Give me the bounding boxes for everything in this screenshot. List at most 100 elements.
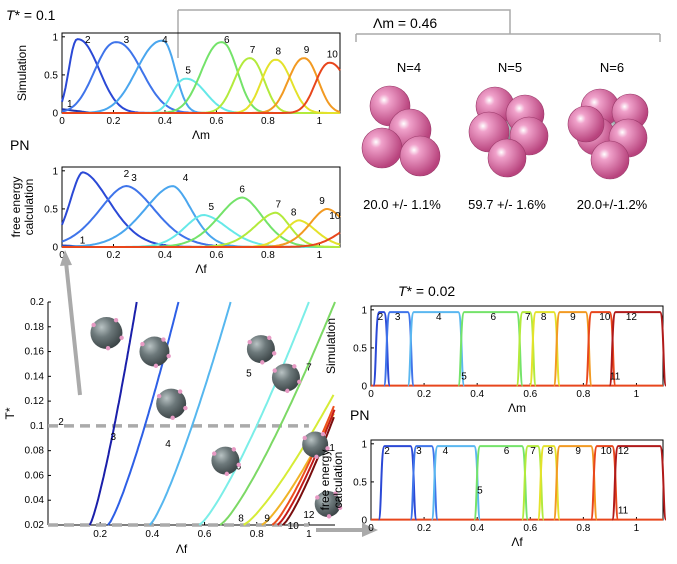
y-tick-label: 0.02: [25, 520, 45, 531]
series-line-9: [552, 311, 593, 387]
particle-patch: [140, 341, 145, 347]
series-line-3: [382, 311, 415, 387]
y-axis-label: T*: [3, 407, 17, 419]
region-label-9: 9: [264, 514, 270, 525]
region-label-7: 7: [306, 362, 312, 373]
series-label-4: 4: [443, 446, 449, 457]
series-line-2: [61, 38, 340, 114]
x-tick-label: 0.2: [107, 250, 121, 261]
series-line-6: [457, 311, 524, 387]
particle-patch: [105, 345, 111, 351]
particle-patch: [177, 389, 183, 394]
series-label-11: 11: [618, 505, 629, 516]
series-label-7: 7: [530, 446, 536, 457]
t-bottom-label: T* = 0.02: [398, 283, 455, 299]
boundary-line-11|12: [282, 416, 335, 526]
x-tick-label: 0.4: [470, 389, 484, 400]
series-line-3: [409, 445, 439, 521]
boundary-line-10|11: [276, 409, 336, 526]
series-label-5: 5: [461, 371, 467, 382]
series-line-2: [377, 445, 418, 521]
x-tick-label: 0.8: [261, 250, 275, 261]
cluster-patch-sphere: [399, 135, 441, 177]
y-tick-label: 0.1: [30, 421, 44, 432]
particle-patch: [302, 435, 307, 441]
particle-patch: [267, 335, 272, 341]
boundary-line-9|10: [271, 405, 335, 526]
y-tick-label: 0: [52, 243, 58, 254]
x-tick-label: 0: [368, 523, 374, 534]
y-axis-label: calculation: [331, 452, 345, 509]
series-label-4: 4: [183, 173, 189, 184]
particle-patch: [113, 317, 119, 323]
region-label-3: 3: [110, 432, 116, 443]
series-line-4: [406, 311, 466, 387]
series-line-7: [520, 445, 545, 521]
region-label-12: 12: [303, 510, 315, 521]
y-tick-label: 0.5: [353, 343, 367, 354]
patchy-particle: [139, 336, 170, 367]
x-tick-label: 0.6: [209, 116, 223, 127]
series-label-2: 2: [378, 312, 384, 323]
y-tick-label: 0.12: [25, 396, 45, 407]
x-tick-label: 0.2: [93, 529, 107, 540]
t-top-label: T* = 0.1: [6, 7, 56, 23]
x-tick-label: 0: [59, 250, 65, 261]
y-tick-label: 1: [52, 166, 58, 177]
particle-patch: [315, 495, 320, 500]
series-label-10: 10: [327, 50, 339, 61]
x-tick-label: 0: [59, 116, 65, 127]
y-axis-label: Simulation: [324, 318, 338, 374]
particle-patch: [314, 454, 319, 460]
y-tick-label: 0.16: [25, 347, 45, 358]
x-tick-label: 0.2: [107, 116, 121, 127]
x-tick-label: 0.2: [417, 523, 431, 534]
series-label-2: 2: [85, 35, 91, 46]
series-line-10: [589, 445, 620, 521]
boundary-line-2|3: [88, 301, 138, 526]
particle-patch: [292, 364, 297, 369]
series-label-8: 8: [291, 207, 297, 218]
particle-patch: [119, 335, 124, 340]
region-label-10: 10: [288, 521, 300, 532]
x-tick-label: 0.6: [209, 250, 223, 261]
y-tick-label: 0.5: [44, 204, 58, 215]
particle-patch: [285, 388, 290, 394]
cluster-images: N=4 20.0 +/- 1.1% N=5 59.7 +/- 1.6% N=6 20.0+…: [361, 60, 649, 212]
series-line-8: [528, 311, 561, 387]
series-line-10: [584, 311, 617, 387]
particle-patch: [272, 368, 277, 373]
x-tick-label: 0.6: [523, 523, 537, 534]
series-line-8: [536, 445, 561, 521]
cluster-patch-sphere: [590, 140, 630, 180]
cluster-patch-sphere: [487, 138, 527, 178]
arrow-to-top-panel: [60, 250, 82, 396]
series-label-9: 9: [575, 446, 581, 457]
series-line-10: [62, 231, 341, 248]
series-label-10: 10: [601, 446, 613, 457]
particle-patch: [161, 337, 166, 342]
x-tick-label: 0.4: [470, 523, 484, 534]
series-label-2: 2: [384, 446, 390, 457]
series-line-7: [62, 57, 340, 114]
patchy-particle: [271, 363, 300, 392]
x-tick-label: 0.8: [250, 529, 264, 540]
series-line-4: [430, 445, 482, 521]
y-tick-label: 0.2: [30, 297, 44, 308]
series-label-9: 9: [319, 196, 325, 207]
series-label-3: 3: [416, 446, 422, 457]
series-line-9: [62, 57, 341, 114]
lambda-m-bracket: [177, 9, 661, 58]
lambda-m-value: Λm = 0.46: [373, 15, 437, 31]
pn-top-label: PN: [10, 137, 29, 153]
boundary-line-4|5: [149, 301, 232, 526]
particle-patch: [224, 471, 230, 477]
x-tick-label: 0.4: [145, 529, 159, 540]
particle-patch: [325, 446, 330, 451]
region-label-8: 8: [238, 514, 244, 525]
particle-patch: [153, 363, 159, 369]
particle-patch: [337, 505, 343, 511]
particle-patch: [183, 405, 188, 411]
